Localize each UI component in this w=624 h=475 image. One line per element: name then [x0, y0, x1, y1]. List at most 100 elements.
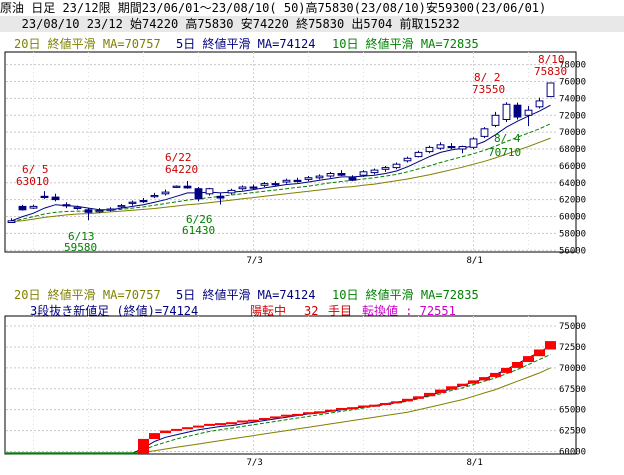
annotation-jun13-value: 59580 — [64, 241, 97, 254]
break-brick — [347, 407, 358, 410]
candle-body — [535, 100, 544, 108]
break-brick — [545, 341, 556, 350]
y-tick-label: 62500 — [559, 427, 586, 437]
y-tick-label: 72000 — [559, 111, 586, 121]
candle-body — [546, 82, 555, 98]
annotation-jun26-value: 61430 — [182, 224, 215, 237]
break-brick — [138, 438, 149, 454]
annotation-aug4-value: 70710 — [488, 146, 521, 159]
legend-ma10-lower: 10日 終値平滑 MA=72835 — [332, 288, 479, 302]
y-tick-label: 62000 — [559, 196, 586, 206]
top-plot-frame — [4, 51, 577, 253]
candle-body — [139, 200, 148, 203]
annotation-aug4-date: 8/ 4 — [494, 132, 521, 145]
ma20-line — [11, 137, 551, 223]
candle-body — [106, 208, 115, 211]
y-tick-label: 68000 — [559, 145, 586, 155]
break-brick — [369, 404, 380, 407]
break-brick — [435, 389, 446, 393]
break-brick — [61, 452, 72, 455]
candle-body — [370, 169, 379, 174]
candle-body — [260, 183, 269, 186]
break-brick — [72, 452, 83, 455]
legend-ma5-lower: 5日 終値平滑 MA=74124 — [176, 288, 316, 302]
break-brick — [380, 403, 391, 405]
candle-body — [348, 177, 357, 181]
candle-body — [7, 220, 16, 224]
break-brick — [237, 420, 248, 423]
candle-body — [282, 179, 291, 183]
break-brick — [149, 433, 160, 439]
candle-body — [117, 205, 126, 208]
break-brick — [215, 423, 226, 426]
break-brick — [83, 452, 94, 455]
brick-count-unit: 手目 — [328, 304, 353, 318]
annotation-jun22-value: 64220 — [165, 163, 198, 176]
ma10-line — [11, 354, 551, 455]
legend-ma20-lower: 20日 終値平滑 MA=70757 — [14, 288, 161, 302]
break-brick — [325, 409, 336, 412]
candle-body — [172, 185, 181, 188]
reversal-price: 転換値 : 72551 — [362, 304, 456, 318]
y-tick-label: 70000 — [559, 128, 586, 138]
candle-body — [51, 196, 60, 201]
annotation-jun5-date: 6/ 5 — [22, 163, 49, 176]
chart-header-period: 原油 日足 23/12限 期間23/06/01～23/08/10( 50)高75… — [0, 0, 624, 16]
candlestick-series — [7, 82, 555, 224]
y-tick-label: 74000 — [559, 94, 586, 104]
candle-body — [216, 195, 225, 199]
candle-body — [128, 201, 137, 204]
candle-body — [513, 104, 522, 118]
candle-body — [403, 157, 412, 162]
annotation-jun22-date: 6/22 — [165, 151, 192, 164]
three-line-break-label: 3段抜き新値足 (終値)=74124 — [30, 304, 199, 318]
candle-body — [469, 138, 478, 148]
candle-body — [502, 103, 511, 121]
break-brick — [501, 367, 512, 373]
candle-body — [524, 109, 533, 116]
y-tick-label: 60000 — [559, 447, 586, 457]
break-brick — [17, 452, 28, 455]
candle-body — [392, 163, 401, 169]
break-brick — [391, 401, 402, 404]
y-tick-label: 66000 — [559, 162, 586, 172]
break-brick — [39, 452, 50, 455]
break-brick — [116, 452, 127, 455]
break-brick — [457, 383, 468, 387]
candle-body — [62, 204, 71, 207]
x-tick-label: 7/3 — [247, 256, 263, 266]
break-brick — [479, 377, 490, 381]
candle-body — [436, 144, 445, 149]
y-tick-label: 56000 — [559, 246, 586, 256]
candle-body — [458, 146, 467, 150]
break-brick — [171, 428, 182, 431]
break-brick — [413, 396, 424, 399]
break-brick — [193, 425, 204, 428]
break-brick — [490, 372, 501, 378]
break-brick — [523, 356, 534, 362]
legend-ma5: 5日 終値平滑 MA=74124 — [176, 37, 316, 51]
annotation-jun13-date: 6/13 — [68, 230, 95, 243]
candle-body — [480, 128, 489, 137]
candle-body — [194, 188, 203, 200]
break-brick — [281, 414, 292, 417]
candle-body — [447, 146, 456, 149]
candle-body — [271, 183, 280, 186]
break-brick — [226, 422, 237, 425]
bottom-plot-frame — [4, 315, 577, 455]
annotation-aug2-value: 73550 — [472, 83, 505, 96]
x-tick-label: 7/3 — [247, 458, 263, 468]
y-tick-label: 67500 — [559, 385, 586, 395]
candle-body — [304, 177, 313, 180]
break-brick — [127, 452, 138, 455]
x-tick-label: 8/1 — [467, 256, 483, 266]
candle-body — [238, 186, 247, 190]
break-brick — [402, 398, 413, 402]
y-tick-label: 72500 — [559, 343, 586, 353]
break-brick — [248, 419, 259, 422]
candle-body — [40, 195, 49, 199]
bottom-grid: 75000 72500 70000 67500 65000 62500 60000 7/3 8/… — [6, 316, 586, 468]
y-tick-label: 60000 — [559, 213, 586, 223]
candle-body — [84, 209, 93, 213]
break-brick — [512, 362, 523, 368]
